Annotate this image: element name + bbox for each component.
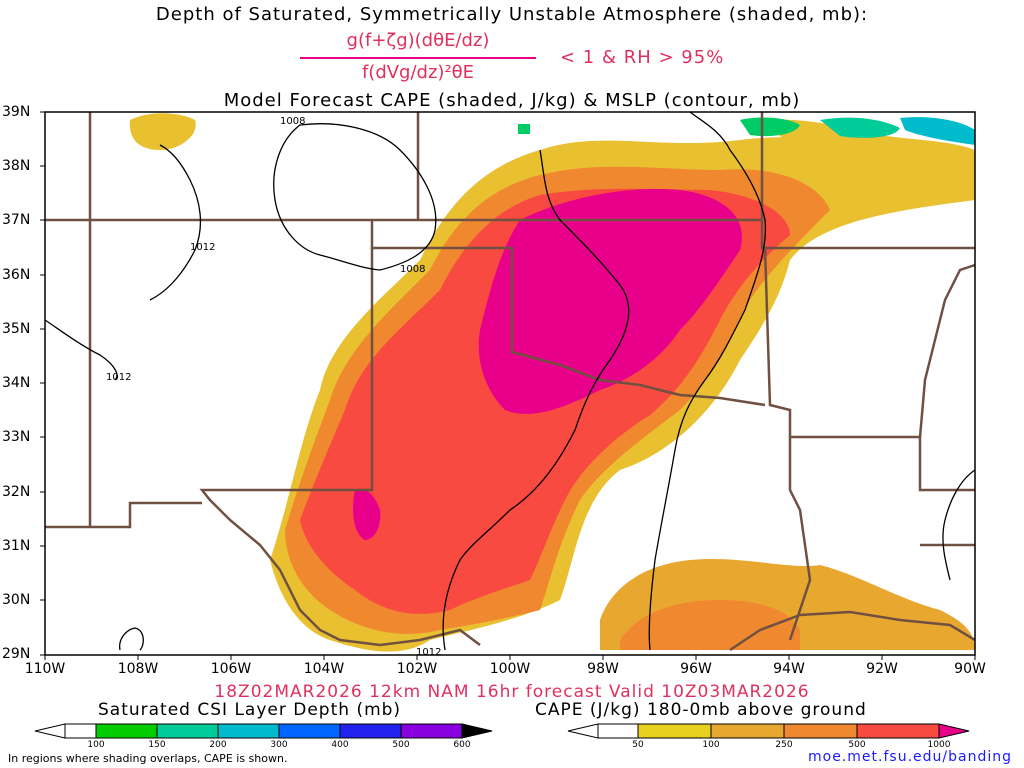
lon-label-96w: 96W: [680, 661, 712, 677]
contour-1012-west: [44, 144, 202, 381]
cape-shade-gulf-inner: [620, 600, 800, 650]
lon-label-106w: 106W: [210, 661, 252, 677]
contour-label-1012-south: 1012: [416, 647, 441, 658]
map-ticks: [40, 111, 976, 660]
cape-bar-seg-3: [783, 723, 858, 739]
contour-label-1008-north: 1008: [280, 116, 305, 127]
cape-colorbar-label: CAPE (J/kg) 180-0mb above ground: [535, 700, 867, 720]
lon-label-90w: 90W: [954, 661, 986, 677]
lat-label-33n: 33N: [2, 429, 31, 445]
csi-colorbar-label: Saturated CSI Layer Depth (mb): [98, 700, 402, 720]
footer-note: In regions where shading overlaps, CAPE …: [8, 752, 288, 765]
formula-condition: < 1 & RH > 95%: [560, 47, 725, 68]
csi-bar-seg-4: [278, 723, 341, 739]
lat-label-39n: 39N: [2, 104, 31, 120]
cape-shade-northeast-patch: [770, 119, 975, 170]
lon-label-98w: 98W: [587, 661, 619, 677]
csi-bar-seg-0: [64, 723, 97, 739]
csi-bar-seg-1: [95, 723, 158, 739]
csi-shade-small: [518, 124, 530, 134]
lon-label-104w: 104W: [303, 661, 345, 677]
cape-shade-1000: [478, 189, 742, 414]
forecast-valid-line: 18Z02MAR2026 12km NAM 16hr forecast Vali…: [214, 682, 810, 702]
cape-bar-max-arrow: [938, 723, 970, 739]
csi-bar-seg-6: [400, 723, 463, 739]
lon-label-94w: 94W: [773, 661, 805, 677]
mslp-contours: [44, 111, 976, 651]
lon-label-102w: 102W: [396, 661, 438, 677]
lat-label-35n: 35N: [2, 321, 31, 337]
csi-tick-100: 100: [87, 740, 105, 750]
lon-label-108w: 108W: [117, 661, 159, 677]
contour-label-1008-mid: 1008: [400, 264, 425, 275]
csi-tick-400: 400: [331, 740, 349, 750]
csi-tick-200: 200: [209, 740, 227, 750]
csi-bar-max-arrow: [461, 723, 493, 739]
cape-tick-500: 500: [848, 740, 866, 750]
csi-colorbar: [34, 723, 493, 739]
csi-shading: [518, 117, 975, 145]
cape-tick-1000: 1000: [927, 740, 951, 750]
lon-label-110w: 110W: [24, 661, 66, 677]
border-ok-ar: [760, 112, 975, 250]
csi-shade-green: [740, 117, 800, 137]
cape-shading: [129, 113, 975, 652]
contour-ring-south: [119, 627, 144, 651]
contour-label-1012-west: 1012: [190, 242, 215, 253]
lat-label-32n: 32N: [2, 484, 31, 500]
cape-bar-seg-1: [637, 723, 712, 739]
contour-label-1012-sw: 1012: [106, 372, 131, 383]
cape-tick-100: 100: [702, 740, 720, 750]
cape-shade-north-patch: [129, 113, 196, 150]
lat-label-29n: 29N: [2, 646, 31, 662]
cape-bar-seg-0: [597, 723, 639, 739]
contour-east: [648, 111, 767, 651]
cape-bar-min-arrow: [567, 723, 599, 739]
title-line-3: Model Forecast CAPE (shaded, J/kg) & MSL…: [223, 90, 801, 111]
formula-denominator: f(dVg/dz)²θE: [361, 62, 475, 83]
cape-bar-seg-4: [856, 723, 940, 739]
csi-tick-300: 300: [270, 740, 288, 750]
csi-shade-teal: [820, 117, 900, 138]
footer-url[interactable]: moe.met.fsu.edu/banding: [808, 749, 1012, 765]
csi-bar-seg-5: [339, 723, 402, 739]
formula-numerator: g(f+ζg)(dθE/dz): [346, 30, 490, 51]
lat-label-30n: 30N: [2, 592, 31, 608]
lon-label-100w: 100W: [489, 661, 531, 677]
cape-bar-seg-2: [710, 723, 785, 739]
lat-label-37n: 37N: [2, 212, 31, 228]
border-nm-tx-panhandle: [370, 220, 766, 407]
csi-tick-500: 500: [392, 740, 410, 750]
lon-label-92w: 92W: [866, 661, 898, 677]
coast-gulf: [729, 610, 976, 652]
contour-1008-north: [273, 123, 437, 271]
formula-fraction-bar: [300, 57, 536, 59]
border-mex: [45, 501, 202, 529]
contour-central: [442, 149, 630, 651]
lat-label-36n: 36N: [2, 267, 31, 283]
contour-right: [942, 469, 976, 581]
title-line-1: Depth of Saturated, Symmetrically Unstab…: [155, 4, 869, 25]
cape-colorbar: [567, 723, 970, 739]
state-borders: [45, 112, 976, 652]
csi-bar-seg-3: [217, 723, 280, 739]
cape-tick-50: 50: [632, 740, 644, 750]
lat-label-34n: 34N: [2, 375, 31, 391]
csi-bar-min-arrow: [34, 723, 66, 739]
csi-tick-150: 150: [148, 740, 166, 750]
csi-bar-seg-2: [156, 723, 219, 739]
border-tx-la: [788, 437, 812, 641]
border-la-ms: [918, 263, 976, 438]
cape-tick-250: 250: [775, 740, 793, 750]
lat-label-31n: 31N: [2, 538, 31, 554]
lat-label-38n: 38N: [2, 158, 31, 174]
csi-shade-cyan: [900, 117, 975, 145]
csi-tick-600: 600: [453, 740, 471, 750]
cape-shade-1000-south: [353, 488, 381, 540]
border-nm-tx-west: [199, 248, 481, 647]
